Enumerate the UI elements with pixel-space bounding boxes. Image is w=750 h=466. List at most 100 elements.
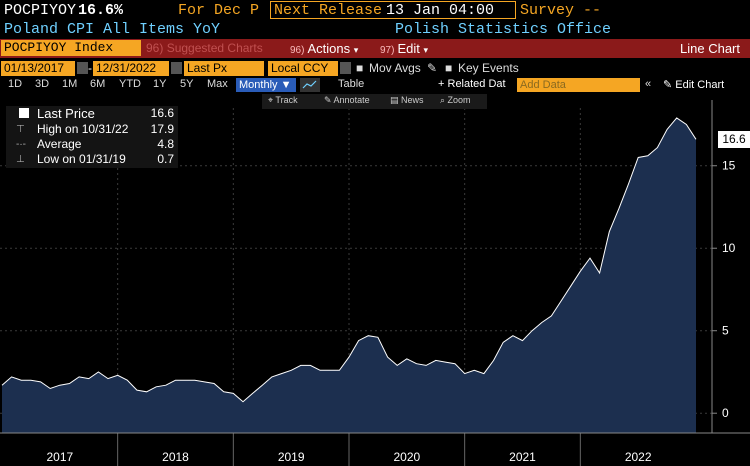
legend-low: ⊥ Low on 01/31/19 0.7	[6, 152, 178, 167]
security-input[interactable]: POCPIYOY Index	[1, 40, 141, 56]
period-1d[interactable]: 1D	[8, 78, 23, 90]
period-1m[interactable]: 1M	[62, 78, 78, 90]
suggested-label: Suggested Charts	[166, 41, 263, 55]
next-release-value: 13 Jan 04:00	[386, 2, 495, 19]
start-date-input[interactable]: 01/13/2017	[1, 61, 75, 76]
legend-label: Average	[37, 137, 82, 151]
period-3d[interactable]: 3D	[35, 78, 50, 90]
period-5y[interactable]: 5Y	[180, 78, 194, 90]
y-tick-label: 5	[722, 324, 729, 338]
security-row: Poland CPI All Items YoY Polish Statisti…	[0, 20, 750, 39]
series-area	[2, 117, 696, 434]
dropdown-icon[interactable]	[340, 62, 351, 74]
related-data-label: Related Dat	[447, 78, 506, 90]
period-label: For Dec P	[178, 2, 260, 19]
actions-menu-button[interactable]: 96) Actions ▾	[290, 40, 358, 57]
last-value-tag: 16.6	[718, 131, 750, 149]
area-chart[interactable]: 0 5 10 15 2017 2018 2019 2020 2021 2022	[0, 100, 750, 466]
y-tick-label: 0	[722, 406, 729, 420]
add-data-input[interactable]: Add Data	[517, 78, 640, 92]
related-data-button[interactable]: + Related Dat	[438, 78, 506, 90]
legend-value: 16.6	[150, 106, 174, 120]
x-axis: 2017 2018 2019 2020 2021 2022	[0, 432, 750, 466]
chevron-down-icon: ▾	[423, 45, 429, 55]
survey-label: Survey --	[520, 2, 602, 19]
calendar-icon[interactable]	[171, 62, 182, 74]
mov-avgs-toggle[interactable]: Mov Avgs	[369, 61, 421, 75]
average-marker-icon: -·-	[16, 139, 26, 150]
pencil-icon[interactable]: ✎	[427, 61, 438, 75]
legend-label: Last Price	[37, 106, 95, 121]
chart-type-label: Line Chart	[680, 41, 740, 56]
chevron-down-icon: ▾	[353, 45, 359, 55]
news-tool[interactable]: ▤ News	[390, 95, 424, 105]
ticker-value: 16.6%	[78, 2, 124, 19]
frequency-select[interactable]: Monthly ▼	[236, 78, 296, 92]
edit-menu-button[interactable]: 97) Edit ▾	[380, 40, 428, 57]
y-tick-label: 15	[722, 159, 736, 173]
period-max[interactable]: Max	[207, 78, 228, 90]
checkbox-icon[interactable]: ■	[445, 61, 453, 75]
period-ytd[interactable]: YTD	[119, 78, 141, 90]
y-axis: 0 5 10 15	[711, 100, 736, 433]
data-source: Polish Statistics Office	[395, 21, 612, 38]
table-toggle[interactable]: Table	[338, 78, 365, 90]
pencil-icon: ✎	[663, 79, 673, 91]
edit-chart-label: Edit Chart	[675, 79, 725, 91]
period-6m[interactable]: 6M	[90, 78, 106, 90]
zoom-tool[interactable]: ⌕ Zoom	[440, 95, 471, 105]
low-marker-icon: ⊥	[16, 154, 25, 165]
legend-label: Low on 01/31/19	[37, 152, 126, 166]
chart-style-icon[interactable]	[300, 78, 320, 92]
suggested-charts-button[interactable]: 96) Suggested Charts	[146, 41, 263, 55]
x-tick-label: 2020	[393, 450, 420, 464]
series-line	[1, 117, 697, 403]
period-controls: 1D 3D 1M 6M YTD 1Y 5Y Max Monthly ▼ Tabl…	[0, 78, 750, 93]
legend-swatch	[19, 108, 29, 118]
x-tick-label: 2021	[509, 450, 536, 464]
news-label: News	[401, 95, 424, 105]
end-date-input[interactable]: 12/31/2022	[93, 61, 169, 76]
checkbox-icon[interactable]: ■	[356, 61, 364, 75]
x-tick-label: 2018	[162, 450, 189, 464]
actions-num: 96)	[290, 45, 305, 56]
legend-average: -·- Average 4.8	[6, 137, 178, 152]
plus-icon: +	[438, 78, 445, 90]
x-tick-label: 2019	[278, 450, 305, 464]
calendar-icon[interactable]	[77, 62, 88, 74]
collapse-icon[interactable]: «	[645, 78, 652, 90]
suggested-num: 96	[146, 41, 160, 55]
track-label: Track	[275, 95, 298, 105]
currency-select[interactable]: Local CCY	[268, 61, 338, 76]
frequency-label: Monthly	[239, 79, 278, 91]
zoom-label: Zoom	[447, 95, 471, 105]
range-controls: 01/13/2017 - 12/31/2022 Last Px Local CC…	[0, 61, 750, 77]
period-1y[interactable]: 1Y	[153, 78, 167, 90]
track-tool[interactable]: ⌖ Track	[268, 95, 298, 105]
ticker-symbol: POCPIYOY	[4, 2, 77, 19]
next-release-label: Next Release	[274, 2, 383, 19]
x-tick-label: 2017	[46, 450, 73, 464]
chevron-down-icon: ▼	[280, 79, 292, 91]
price-field-select[interactable]: Last Px	[184, 61, 264, 76]
edit-chart-button[interactable]: ✎ Edit Chart	[663, 78, 724, 91]
next-release-box: Next Release 13 Jan 04:00	[270, 1, 516, 19]
security-name: Poland CPI All Items YoY	[4, 21, 221, 38]
annotate-label: Annotate	[333, 95, 370, 105]
key-events-toggle[interactable]: Key Events	[458, 61, 519, 75]
edit-num: 97)	[380, 45, 395, 56]
annotate-tool[interactable]: ✎ Annotate	[324, 95, 370, 105]
chart-toolbar: ⌖ Track ✎ Annotate ▤ News ⌕ Zoom	[262, 94, 487, 109]
legend-high: ⊤ High on 10/31/22 17.9	[6, 122, 178, 137]
date-separator: -	[88, 61, 92, 75]
edit-label: Edit	[397, 41, 420, 56]
legend-value: 4.8	[157, 137, 174, 151]
legend-value: 17.9	[150, 122, 174, 136]
y-tick-label: 10	[722, 241, 736, 255]
menu-bar: POCPIYOY Index 96) Suggested Charts 96) A…	[0, 39, 750, 58]
legend-value: 0.7	[157, 152, 174, 166]
actions-label: Actions	[307, 41, 351, 56]
header-row: POCPIYOY 16.6% For Dec P Next Release 13…	[0, 0, 750, 21]
chart-legend: Last Price 16.6 ⊤ High on 10/31/22 17.9 …	[6, 106, 178, 168]
legend-last-price: Last Price 16.6	[6, 106, 178, 121]
